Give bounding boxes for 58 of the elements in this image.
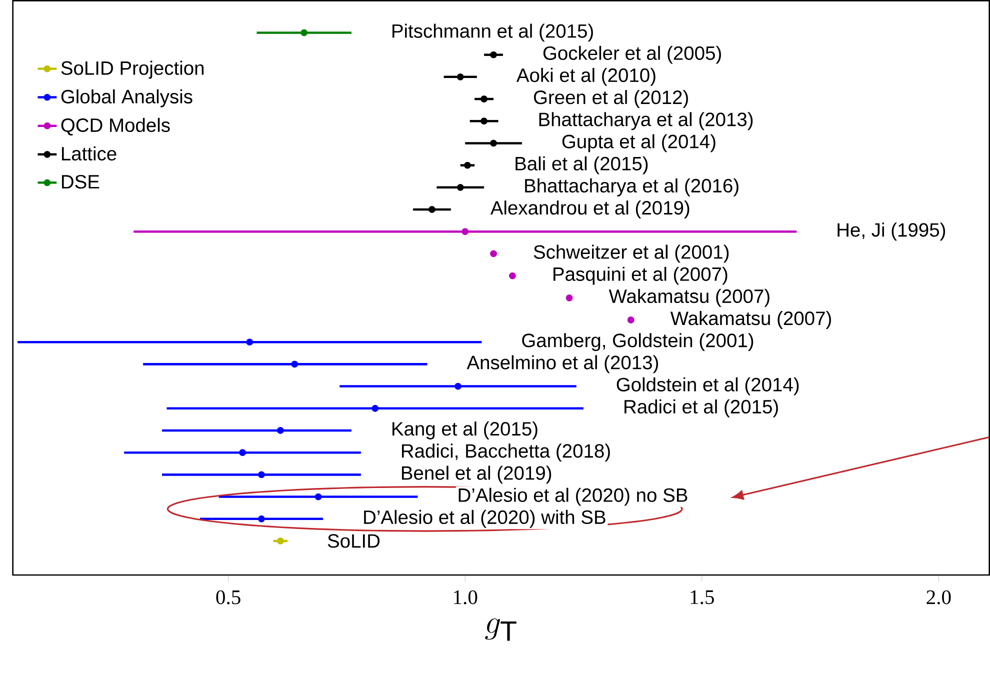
y-tick-label: Alexandrou et al (2019) bbox=[490, 200, 690, 218]
y-tick-label: Anselmino et al (2013) bbox=[466, 355, 658, 374]
point bbox=[462, 228, 469, 235]
legend-label: QCD Models bbox=[61, 118, 170, 136]
x-tick-label: 0.5 bbox=[216, 590, 240, 604]
point bbox=[276, 537, 284, 544]
y-tick-label: SoLID bbox=[328, 534, 380, 548]
point bbox=[490, 140, 497, 147]
y-tick-label: Bhattacharya et al (2016) bbox=[525, 178, 738, 196]
point bbox=[300, 29, 308, 36]
x-axis-title: $g_{\rm T}$ bbox=[485, 618, 516, 641]
y-tick-label: D’Alesio et al (2020) with SB bbox=[364, 510, 606, 528]
y-tick-label: Schweitzer et al (2001) bbox=[534, 244, 729, 263]
legend-label: Global Analysis bbox=[61, 89, 192, 108]
y-tick-label: Wakamatsu (2007) bbox=[608, 288, 770, 307]
y-tick-label: D’Alesio et al (2020) no SB bbox=[458, 488, 688, 506]
y-tick-label: Bhattacharya et al (2013) bbox=[539, 112, 753, 130]
point bbox=[276, 426, 284, 434]
point bbox=[480, 96, 488, 102]
y-tick-label: Kang et al (2015) bbox=[392, 421, 538, 440]
x-tick-label: 1.0 bbox=[454, 590, 478, 604]
point bbox=[258, 515, 265, 522]
y-tick-label: Gupta et al (2014) bbox=[562, 134, 716, 152]
y-tick-label: Radici et al (2015) bbox=[624, 399, 778, 418]
point bbox=[509, 272, 516, 280]
y-tick-label: Wakamatsu (2007) bbox=[670, 310, 831, 329]
legend-label: DSE bbox=[62, 174, 100, 189]
y-tick-label: He, Ji (1995) bbox=[838, 222, 946, 241]
point bbox=[246, 338, 254, 346]
point bbox=[456, 73, 464, 80]
point bbox=[566, 294, 573, 302]
y-tick-label: Pitschmann et al (2015) bbox=[392, 24, 593, 42]
point bbox=[464, 162, 471, 169]
point bbox=[627, 316, 634, 324]
point bbox=[454, 382, 462, 390]
y-tick-label: Gockeler et al (2005) bbox=[543, 46, 721, 64]
x-tick-label: 1.5 bbox=[690, 590, 714, 604]
y-tick-label: Pasquini et al (2007) bbox=[554, 266, 728, 285]
point bbox=[490, 250, 497, 258]
y-tick-label: Gamberg, Goldstein (2001) bbox=[522, 333, 754, 352]
point bbox=[291, 360, 298, 368]
y-tick-label: Bali et al (2015) bbox=[516, 156, 648, 174]
y-tick-label: Benel et al (2019) bbox=[402, 466, 552, 484]
point bbox=[456, 184, 464, 191]
point bbox=[372, 404, 379, 412]
point bbox=[258, 471, 265, 478]
point bbox=[490, 51, 497, 58]
y-tick-label: Goldstein et al (2014) bbox=[616, 377, 799, 396]
legend-label: SoLID Projection bbox=[61, 60, 204, 79]
point bbox=[480, 118, 488, 124]
point bbox=[428, 206, 436, 213]
y-tick-label: Green et al (2012) bbox=[534, 90, 688, 108]
point bbox=[239, 449, 246, 456]
y-tick-label: Radici, Bacchetta (2018) bbox=[402, 444, 610, 462]
x-tick-label: 2.0 bbox=[926, 590, 951, 604]
legend-label: Lattice bbox=[62, 146, 116, 161]
y-tick-label: Aoki et al (2010) bbox=[516, 68, 656, 86]
point bbox=[314, 493, 322, 500]
